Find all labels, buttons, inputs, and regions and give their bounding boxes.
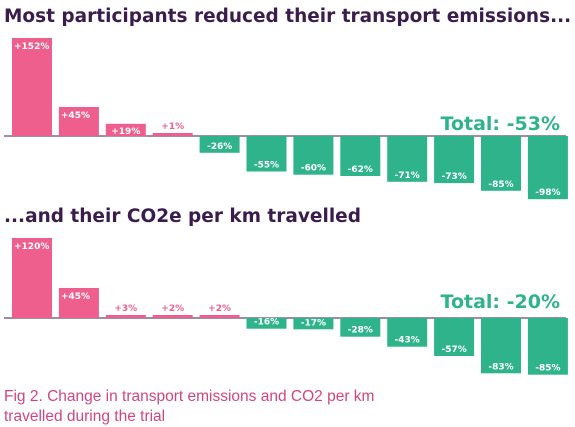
bar — [434, 136, 475, 184]
bar — [481, 136, 521, 191]
bar-value-label: +120% — [14, 242, 49, 252]
total-label: Total: -20% — [441, 291, 560, 313]
bar-value-label: -57% — [441, 345, 466, 355]
bar — [293, 136, 334, 175]
bar-value-label: +2% — [208, 304, 231, 314]
bar-value-label: -73% — [441, 172, 466, 182]
bars: +152% +45% +19% +1% -26% -55% -60% -62% -71% -73%… — [12, 38, 568, 200]
bar — [293, 318, 334, 330]
bar — [105, 315, 146, 318]
bar — [340, 318, 381, 337]
bar — [152, 133, 193, 136]
bar — [246, 136, 287, 172]
bar-value-label: -26% — [207, 142, 232, 152]
chart-title: Most participants reduced their transpor… — [4, 6, 571, 27]
bar — [12, 38, 52, 136]
bar — [58, 288, 99, 318]
bar — [152, 315, 193, 318]
total-label: Total: -53% — [441, 113, 560, 135]
bar — [340, 136, 381, 176]
bar — [12, 238, 52, 318]
bars: +120% +45% +3% +2% +2% -16% -17% -28% -43% -57% -8… — [12, 238, 568, 375]
bar — [527, 136, 568, 200]
bar-value-label: +3% — [114, 304, 137, 314]
bar — [434, 318, 475, 356]
bar-value-label: -16% — [254, 318, 279, 328]
chart-title: ...and their CO2e per km travelled — [4, 206, 361, 227]
bar — [105, 123, 146, 137]
bar — [387, 136, 428, 182]
bar-value-label: +45% — [61, 111, 90, 121]
bar-value-label: +45% — [61, 292, 90, 302]
bar-value-label: -17% — [301, 318, 326, 328]
bar-value-label: -60% — [301, 164, 326, 174]
chart-emissions: Most participants reduced their transpor… — [4, 6, 571, 200]
bar-value-label: +19% — [111, 127, 140, 137]
bar-value-label: -85% — [488, 180, 513, 190]
bar — [527, 318, 568, 375]
bar-value-label: -85% — [535, 364, 560, 374]
chart-co2e-per-km: ...and their CO2e per km travelled Total… — [4, 206, 568, 375]
bar-value-label: -83% — [488, 362, 513, 372]
bar-value-label: +1% — [161, 122, 184, 132]
bar-value-label: -43% — [395, 336, 420, 346]
bar — [58, 107, 99, 136]
bar — [481, 318, 521, 374]
bar-value-label: +152% — [14, 42, 49, 52]
bar-value-label: -98% — [535, 188, 560, 198]
figure-caption: Fig 2. Change in transport emissions and… — [4, 388, 375, 425]
bar-value-label: -28% — [348, 326, 373, 336]
bar — [387, 318, 428, 347]
bar — [199, 136, 240, 153]
bar-value-label: -62% — [348, 165, 373, 175]
bar-value-label: -55% — [254, 161, 279, 171]
bar-value-label: +2% — [161, 304, 184, 314]
bar — [199, 315, 240, 318]
bar — [246, 318, 287, 329]
bar-value-label: -71% — [395, 171, 420, 181]
